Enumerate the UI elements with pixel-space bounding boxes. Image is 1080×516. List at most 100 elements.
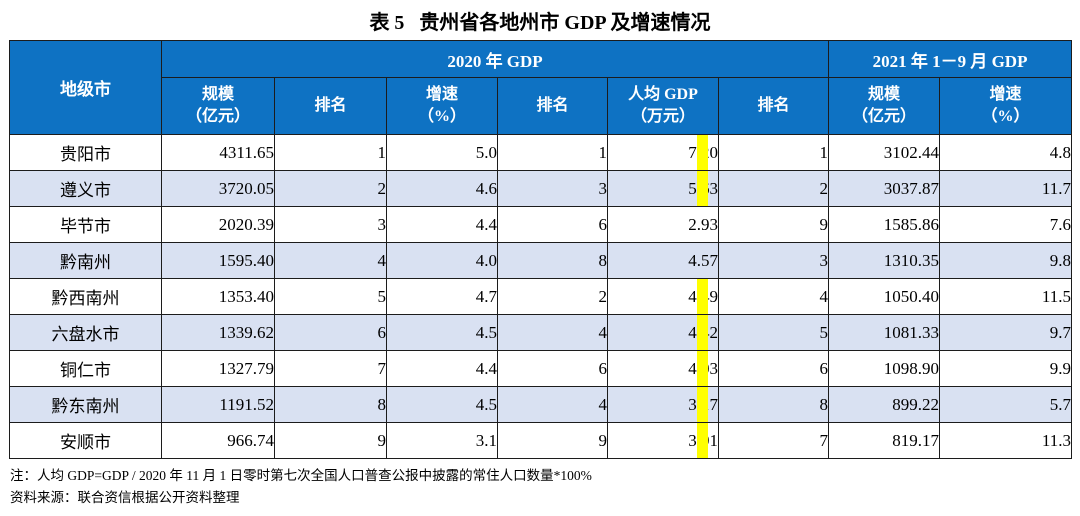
cell-text: 6	[819, 358, 829, 378]
growth-2021-cell: 5.7	[939, 386, 1073, 423]
cell-text: 4	[819, 286, 829, 306]
footnotes: 注：人均 GDP=GDP / 2020 年 11 月 1 日零时第七次全国人口普…	[10, 465, 1080, 510]
cell-text: 4	[598, 322, 608, 342]
cell-text: 4.4	[475, 358, 497, 378]
cell-text: 4	[377, 250, 387, 270]
growth-2020-cell: 4.6	[386, 170, 498, 207]
cell-text: 1081.33	[883, 322, 940, 342]
growth-2021-cell: 11.5	[939, 278, 1073, 315]
per-capita-gdp-cell: 4.49	[607, 278, 719, 315]
subheader-growth-2021: 增速 （%）	[939, 77, 1073, 135]
cell-text: 1585.86	[883, 214, 940, 234]
per-capita-gdp-cell: 3.17	[607, 386, 719, 423]
cell-text: 4.6	[475, 178, 497, 198]
cell-text: 11.7	[1041, 178, 1072, 198]
per-capita-gdp-cell: 5.63	[607, 170, 719, 207]
cell-text: 1595.40	[218, 250, 274, 270]
growth-2020-cell: 4.5	[386, 386, 498, 423]
gdp-2020-rank-cell: 7	[274, 350, 387, 387]
cell-text: 7	[377, 358, 387, 378]
per-capita-rank-cell: 8	[717, 386, 830, 423]
cell-text: 7.6	[1049, 214, 1072, 234]
cell-text: 遵义市	[60, 181, 111, 200]
table-title: 表 5 贵州省各地州市 GDP 及增速情况	[369, 12, 711, 34]
corner-header-city: 地级市	[9, 40, 162, 135]
cell-text: 5.7	[1049, 394, 1072, 414]
cell-text: 899.22	[892, 394, 940, 414]
gdp-2020-rank-cell: 4	[274, 242, 387, 279]
growth-2020-cell: 4.4	[386, 206, 498, 243]
city-cell: 毕节市	[9, 206, 162, 243]
cell-text: 1050.40	[883, 286, 940, 306]
table-row: 毕节市 2020.39 3 4.4 6 2.93 9 1585.86 7.6	[9, 206, 1073, 243]
cell-text: 4.5	[475, 394, 497, 414]
cell-text: 2	[377, 178, 387, 198]
cell-text: 4.0	[475, 250, 497, 270]
growth-2021-cell: 11.7	[939, 170, 1073, 207]
cell-text: 966.74	[227, 430, 274, 450]
cell-text: 黔东南州	[51, 397, 120, 416]
growth-2020-cell: 4.7	[386, 278, 498, 315]
cell-text: 5	[819, 322, 829, 342]
gdp-2021-cell: 899.22	[828, 386, 941, 423]
yellow-highlight-marker	[697, 423, 708, 458]
per-capita-gdp-cell: 2.93	[607, 206, 719, 243]
gdp-2021-cell: 1050.40	[828, 278, 941, 315]
growth-2020-rank-cell: 6	[497, 206, 608, 243]
cell-text: 6	[377, 322, 387, 342]
cell-text: 3037.87	[883, 178, 940, 198]
gdp-2020-cell: 1327.79	[161, 350, 275, 387]
gdp-table: 地级市 2020 年 GDP 2021 年 1－9 月 GDP 规模 （亿元） …	[9, 40, 1073, 459]
gdp-2021-cell: 3037.87	[828, 170, 941, 207]
gdp-2021-cell: 3102.44	[828, 134, 941, 171]
growth-2020-cell: 4.5	[386, 314, 498, 351]
cell-text: 2020.39	[218, 214, 274, 234]
subheader-rank-1: 排名	[274, 77, 387, 135]
cell-text: 3	[598, 178, 608, 198]
cell-text: 4.4	[475, 214, 497, 234]
growth-2021-cell: 9.7	[939, 314, 1073, 351]
city-cell: 遵义市	[9, 170, 162, 207]
cell-text: 1	[598, 142, 608, 162]
cell-text: 5.0	[475, 142, 497, 162]
cell-text: 六盘水市	[51, 325, 120, 344]
cell-text: 铜仁市	[60, 361, 111, 380]
per-capita-rank-cell: 3	[717, 242, 830, 279]
growth-2021-cell: 4.8	[939, 134, 1073, 171]
yellow-highlight-marker	[697, 315, 708, 350]
cell-text: 3	[377, 214, 387, 234]
per-capita-gdp-cell: 7.20	[607, 134, 719, 171]
cell-text: 8	[377, 394, 387, 414]
cell-text: 1	[377, 142, 387, 162]
gdp-2020-cell: 1353.40	[161, 278, 275, 315]
cell-text: 2	[598, 286, 608, 306]
header-group-row: 地级市 2020 年 GDP 2021 年 1－9 月 GDP	[9, 40, 1073, 135]
group-header-2021-gdp: 2021 年 1－9 月 GDP	[828, 40, 1073, 78]
yellow-highlight-marker	[697, 279, 708, 314]
city-cell: 安顺市	[9, 422, 162, 459]
cell-text: 9	[819, 214, 829, 234]
yellow-highlight-marker	[697, 135, 708, 170]
table-row: 黔东南州 1191.52 8 4.5 43.17 8 899.22 5.7	[9, 386, 1073, 423]
growth-2020-cell: 3.1	[386, 422, 498, 459]
per-capita-gdp-cell: 3.91	[607, 422, 719, 459]
yellow-highlight-marker	[697, 387, 708, 422]
cell-text: 2	[819, 178, 829, 198]
cell-text: 5	[377, 286, 387, 306]
per-capita-rank-cell: 9	[717, 206, 830, 243]
gdp-2021-cell: 1585.86	[828, 206, 941, 243]
gdp-2020-cell: 2020.39	[161, 206, 275, 243]
cell-text: 3	[819, 250, 829, 270]
per-capita-rank-cell: 7	[717, 422, 830, 459]
cell-text: 贵阳市	[60, 145, 111, 164]
per-capita-gdp-cell: 4.57	[607, 242, 719, 279]
growth-2020-cell: 5.0	[386, 134, 498, 171]
gdp-2020-rank-cell: 8	[274, 386, 387, 423]
growth-2021-cell: 9.9	[939, 350, 1073, 387]
gdp-2020-cell: 966.74	[161, 422, 275, 459]
cell-text: 819.17	[892, 430, 940, 450]
subheader-scale-2020: 规模 （亿元）	[161, 77, 275, 135]
growth-2020-rank-cell: 9	[497, 422, 608, 459]
cell-text: 4.8	[1049, 142, 1072, 162]
